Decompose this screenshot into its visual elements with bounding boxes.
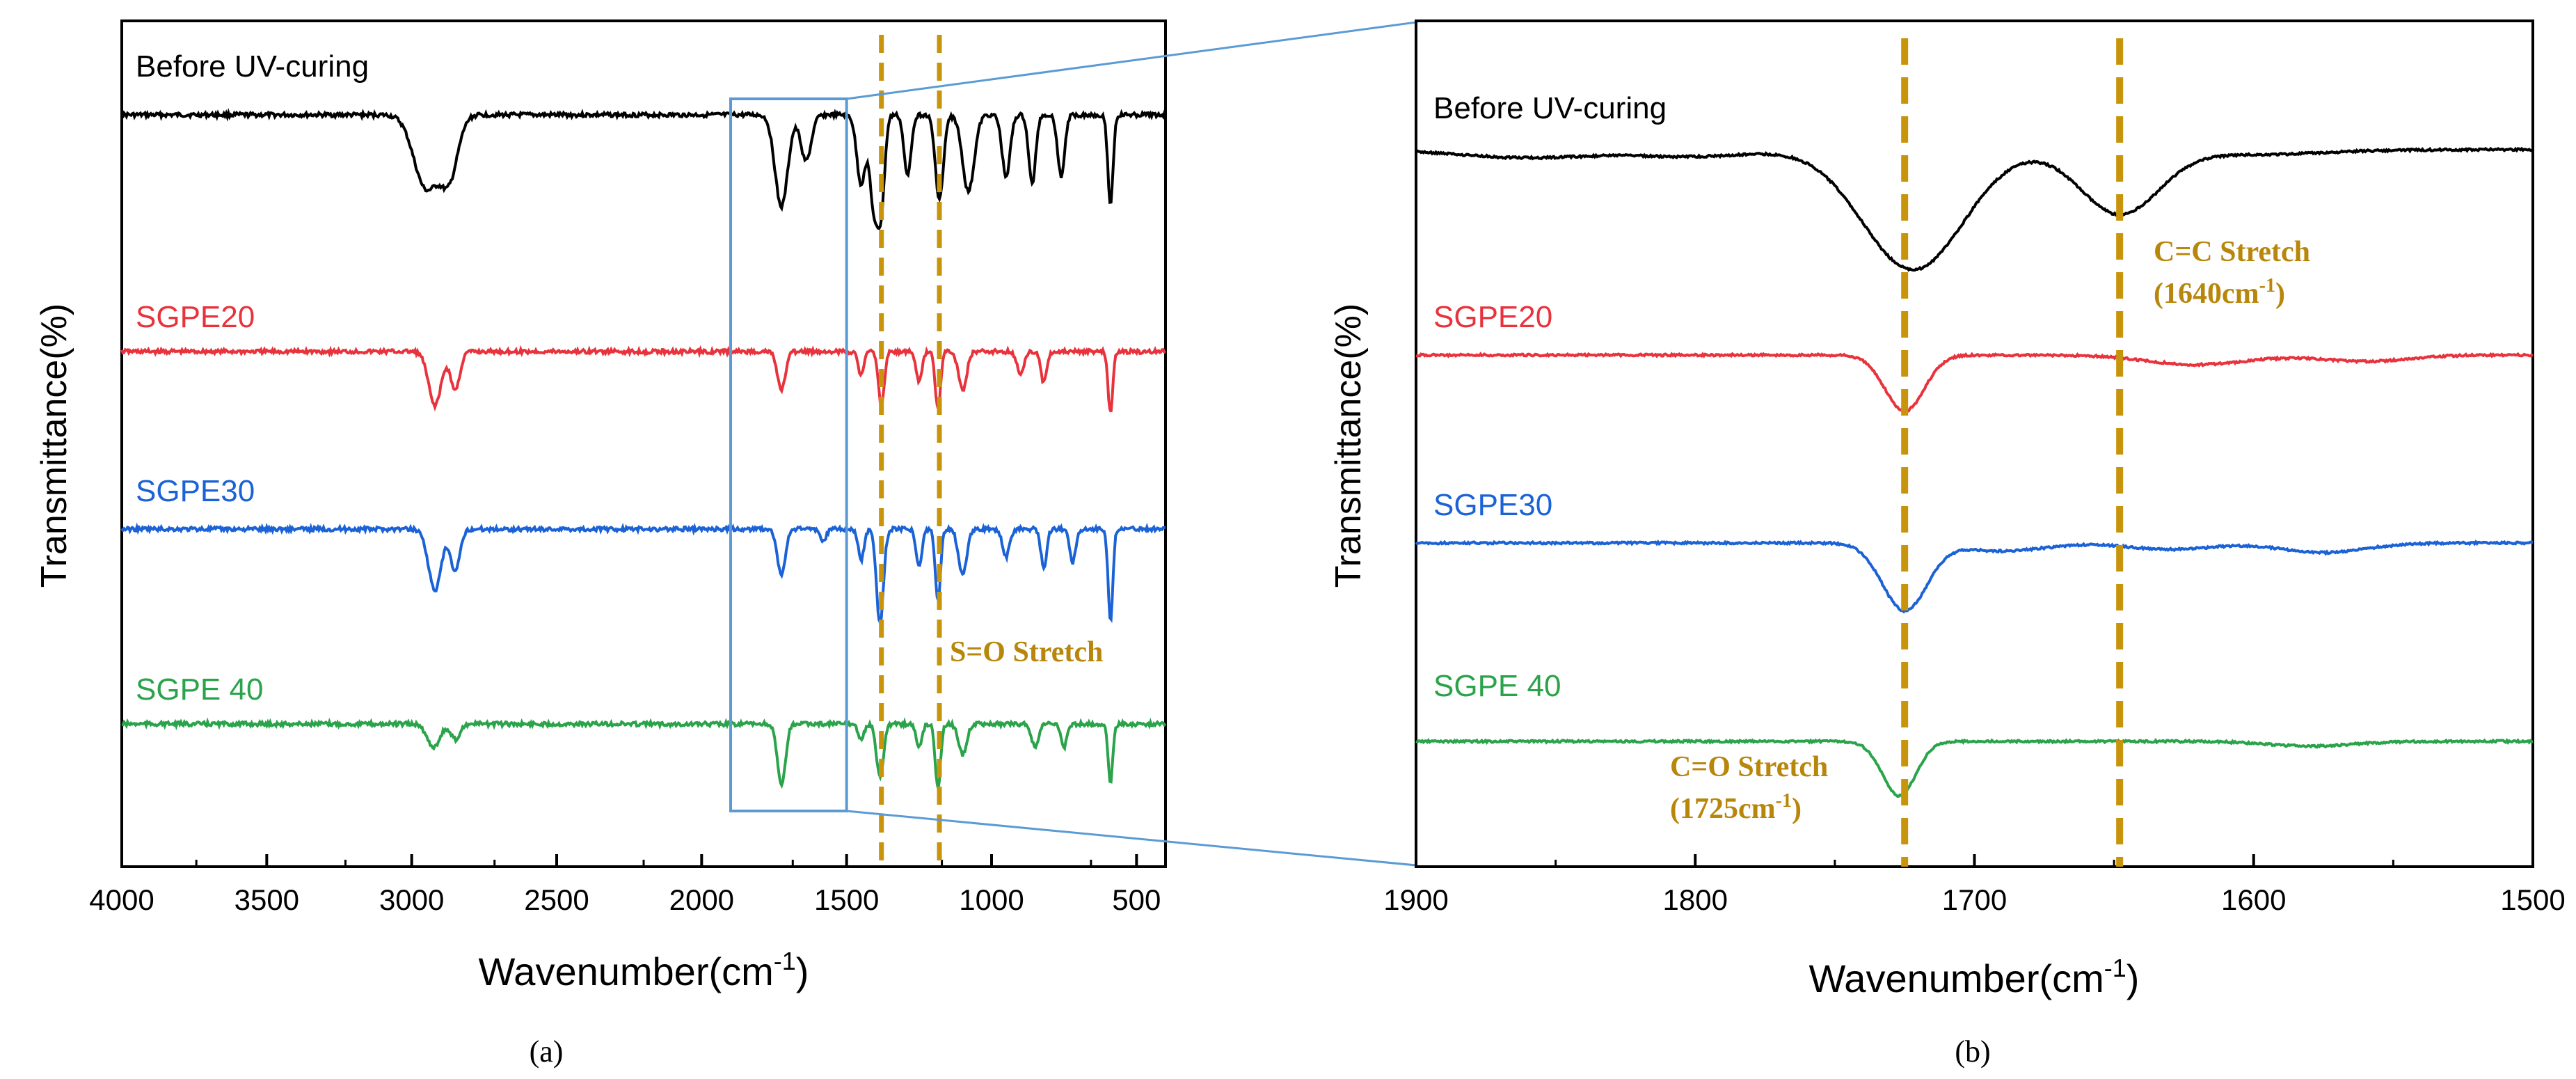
series-label-1: Before UV-curing [136,49,369,84]
x-tick-label: 4000 [89,883,154,916]
series-group-b [1415,146,2534,798]
marker-lines-b [1901,38,2124,867]
panel-a: 4000 3500 3000 2500 2000 1500 1000 500 Before U… [34,19,1167,1069]
series-line-1 [121,108,1167,230]
plot-frame-a [120,19,1167,868]
series-line-4 [1415,737,2534,798]
y-axis-label-b: Transmittance(%) [1328,304,1369,588]
series-line-3 [1415,540,2534,614]
series-label-2: SGPE20 [1433,300,1552,334]
x-tick-label: 500 [1112,883,1161,916]
annotation-co-stretch: C=O Stretch (1725cm-1) [1670,751,1836,825]
series-label-4: SGPE 40 [136,672,263,707]
series-labels-b: Before UV-curing SGPE20 SGPE30 SGPE 40 [1433,91,1667,703]
series-line-3 [120,522,1166,627]
x-tick-label: 1500 [814,883,879,916]
x-tick-label: 2500 [524,883,589,916]
annotation-cc-stretch: C=C Stretch (1640cm-1) [2154,236,2317,310]
x-axis-label-a: Wavenumber(cm-1) [479,947,809,993]
x-ticks-b: 1900 1800 1700 1600 1500 [1383,854,2566,916]
x-tick-label: 3000 [379,883,444,916]
x-tick-label: 1900 [1383,883,1448,916]
x-tick-label: 1000 [959,883,1024,916]
series-line-2 [120,345,1167,413]
panel-label-b: (b) [1955,1034,1990,1069]
x-tick-label: 1600 [2221,883,2286,916]
series-label-3: SGPE30 [1433,488,1552,522]
series-line-2 [1415,352,2534,414]
zoom-box [729,97,848,812]
series-line-4 [121,717,1167,789]
x-tick-label: 1700 [1942,883,2007,916]
series-label-2: SGPE20 [136,300,255,334]
x-tick-label: 1800 [1663,883,1728,916]
x-ticks-a: 4000 3500 3000 2500 2000 1500 1000 500 [89,854,1161,916]
panel-b: 1900 1800 1700 1600 1500 Before UV-curing SGP… [1328,19,2566,1069]
series-labels-a: Before UV-curing SGPE20 SGPE30 SGPE 40 [136,49,369,707]
series-label-1: Before UV-curing [1433,91,1667,125]
annotation-so-stretch: S=O Stretch [950,636,1103,668]
zoom-connector-bottom [846,810,1417,867]
series-label-4: SGPE 40 [1433,669,1561,703]
panel-label-a: (a) [530,1034,564,1069]
series-group-a [120,108,1167,789]
x-tick-label: 3500 [234,883,299,916]
x-tick-label: 2000 [669,883,734,916]
series-label-3: SGPE30 [136,474,255,508]
series-line-1 [1415,146,2534,272]
y-axis-label-a: Transmittance(%) [34,304,74,588]
x-tick-label: 1500 [2500,883,2565,916]
zoom-connector-top [846,21,1417,100]
x-axis-label-b: Wavenumber(cm-1) [1809,954,2140,1000]
